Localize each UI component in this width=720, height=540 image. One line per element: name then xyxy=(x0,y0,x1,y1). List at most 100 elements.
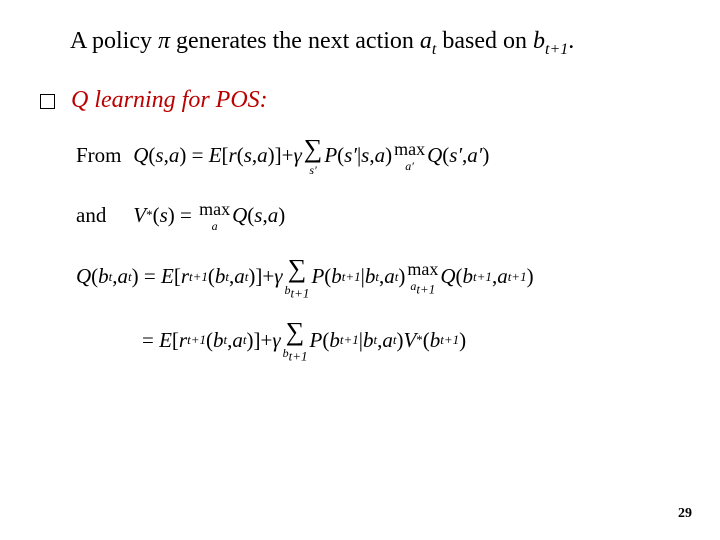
eq2: = xyxy=(180,196,192,236)
eq-row-3: Q ( bt , at ) = E [ rt+1 ( bt , at ) ] +… xyxy=(76,256,680,299)
bt6: b xyxy=(213,321,224,361)
gamma2: γ xyxy=(274,257,282,297)
bt4: b xyxy=(365,257,376,297)
lp6: ( xyxy=(247,196,254,236)
r1: r xyxy=(229,136,237,176)
a2: a xyxy=(257,136,268,176)
bt7s: t+1 xyxy=(340,328,359,353)
eq1: = xyxy=(192,136,204,176)
at4s: t+1 xyxy=(508,265,527,290)
var-b-sub: t+1 xyxy=(545,41,568,58)
txt-end: . xyxy=(568,28,574,54)
lp3: ( xyxy=(337,136,344,176)
sigma3-sub: bt+1 xyxy=(283,347,308,362)
sigma3: ∑ xyxy=(286,319,305,345)
lp7: ( xyxy=(91,257,98,297)
bullet-box-icon xyxy=(40,94,55,109)
q5: Q xyxy=(440,257,455,297)
section-row: Q learning for POS: xyxy=(40,87,680,114)
lp9: ( xyxy=(324,257,331,297)
q2: Q xyxy=(427,136,442,176)
p3: P xyxy=(310,321,323,361)
max2-sub: a xyxy=(212,220,218,232)
q1: Q xyxy=(133,136,148,176)
rp10: ) xyxy=(527,257,534,297)
plus1: + xyxy=(282,136,294,176)
s4: s xyxy=(160,196,168,236)
at4: a xyxy=(497,257,508,297)
max-a: max a xyxy=(199,200,230,232)
lp10: ( xyxy=(456,257,463,297)
section-heading: Q learning for POS: xyxy=(71,87,268,114)
rp12: ) xyxy=(396,321,403,361)
eq4: = xyxy=(142,321,154,361)
lb1: [ xyxy=(222,136,229,176)
var-b: b xyxy=(533,28,545,54)
lp5: ( xyxy=(153,196,160,236)
max2: max xyxy=(199,200,230,218)
s2: s xyxy=(244,136,252,176)
s5: s xyxy=(254,196,262,236)
plus3: + xyxy=(261,321,273,361)
r2s: t+1 xyxy=(189,265,208,290)
gamma3: γ xyxy=(272,321,280,361)
s1: s xyxy=(155,136,163,176)
lb2: [ xyxy=(174,257,181,297)
sigma2: ∑ xyxy=(288,256,307,282)
sp1: s′ xyxy=(344,136,357,176)
rp4: ) xyxy=(482,136,489,176)
lp12: ( xyxy=(322,321,329,361)
a1: a xyxy=(169,136,180,176)
gamma1: γ xyxy=(294,136,302,176)
sum-bt1: ∑ bt+1 xyxy=(285,256,310,299)
p1: P xyxy=(324,136,337,176)
policy-line: A policy π generates the next action at … xyxy=(70,28,680,59)
eq-row-1: From Q ( s , a ) = E [ r ( s , a ) ] + γ… xyxy=(76,136,680,176)
v2: V xyxy=(403,321,416,361)
rp7: ) xyxy=(132,257,139,297)
rb3: ] xyxy=(254,321,261,361)
e2: E xyxy=(161,257,174,297)
sigma1: ∑ xyxy=(304,136,323,162)
eq3: = xyxy=(144,257,156,297)
bt9: b xyxy=(430,321,441,361)
max-aprime: max a′ xyxy=(394,140,425,172)
bt8: b xyxy=(363,321,374,361)
bt5: b xyxy=(463,257,474,297)
bt5s: t+1 xyxy=(473,265,492,290)
s3: s xyxy=(361,136,369,176)
rp1: ) xyxy=(179,136,186,176)
sigma1-sub: s′ xyxy=(309,164,316,176)
txt-mid: generates the next action xyxy=(176,28,420,54)
at5: a xyxy=(232,321,243,361)
lp4: ( xyxy=(442,136,449,176)
rp9: ) xyxy=(398,257,405,297)
r3s: t+1 xyxy=(187,328,206,353)
at3: a xyxy=(384,257,395,297)
page-number: 29 xyxy=(678,506,692,522)
lp8: ( xyxy=(208,257,215,297)
lead-and: and xyxy=(76,196,128,236)
slide: A policy π generates the next action at … xyxy=(0,0,720,540)
p2: P xyxy=(311,257,324,297)
r2: r xyxy=(181,257,189,297)
q-char: Q xyxy=(71,87,88,113)
txt-mid2: based on xyxy=(442,28,533,54)
bt9s: t+1 xyxy=(440,328,459,353)
at6: a xyxy=(382,321,393,361)
bt2: b xyxy=(215,257,226,297)
e3: E xyxy=(159,321,172,361)
lp13: ( xyxy=(423,321,430,361)
at1: a xyxy=(118,257,129,297)
lp2: ( xyxy=(237,136,244,176)
lp1: ( xyxy=(148,136,155,176)
rb1: ] xyxy=(275,136,282,176)
rp8: ) xyxy=(248,257,255,297)
sp2: s′ xyxy=(449,136,462,176)
max1: max xyxy=(394,140,425,158)
rp2: ) xyxy=(268,136,275,176)
lead-from: From xyxy=(76,136,128,176)
plus2: + xyxy=(262,257,274,297)
bt3s: t+1 xyxy=(342,265,361,290)
txt-pre: A policy xyxy=(70,28,158,54)
